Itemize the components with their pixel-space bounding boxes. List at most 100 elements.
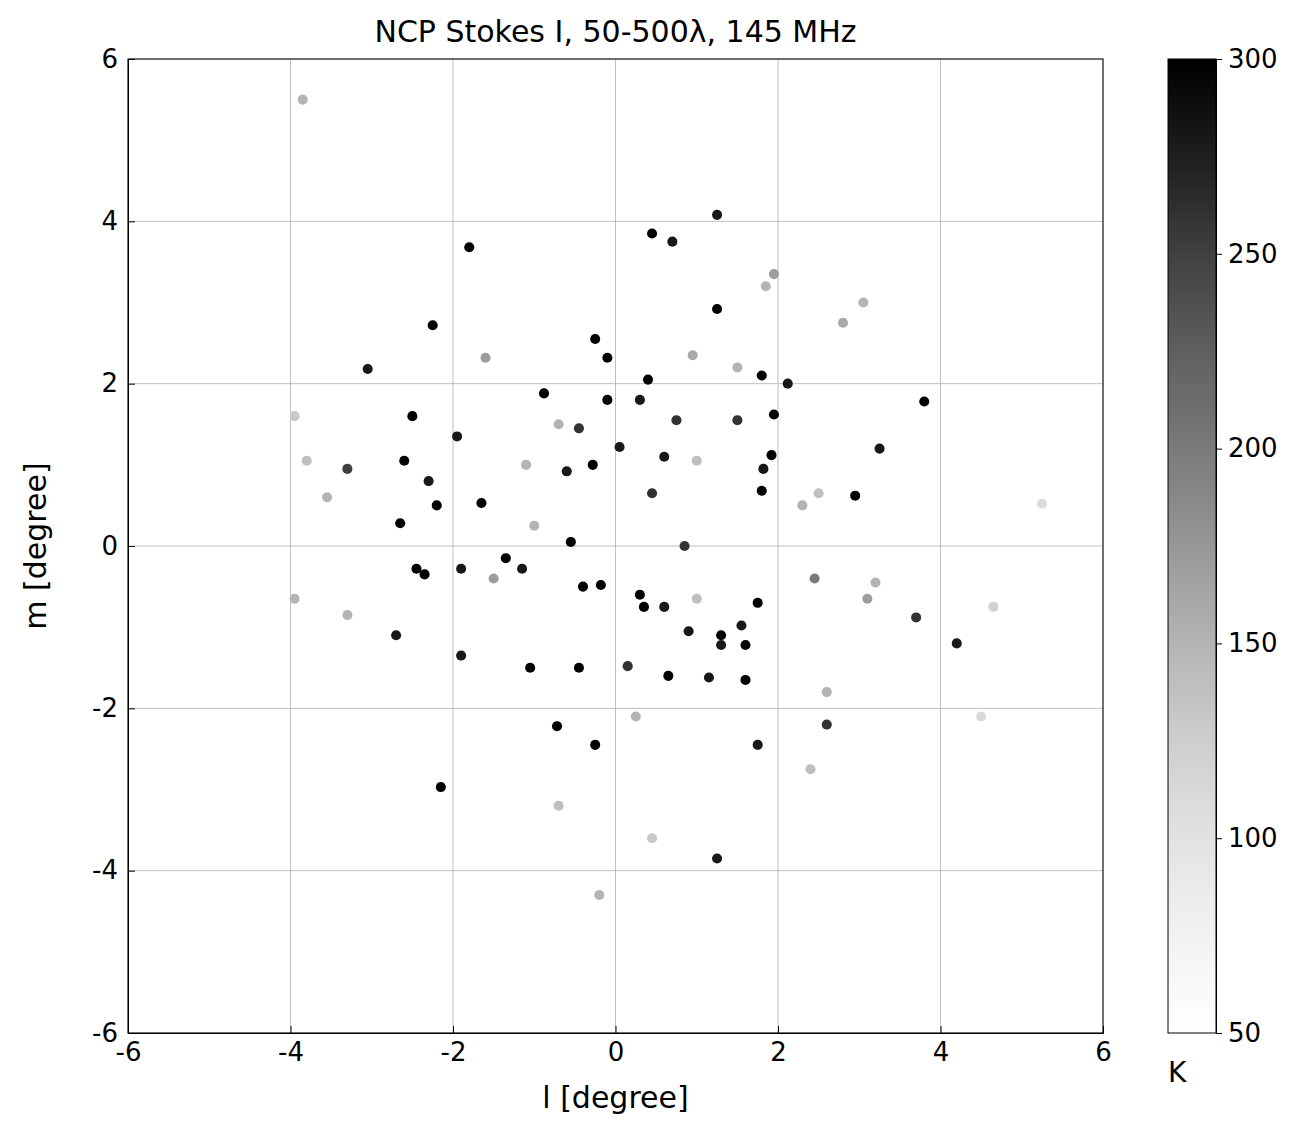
tick: 4: [101, 206, 135, 236]
tick: 2: [770, 1026, 787, 1067]
source: [464, 242, 474, 252]
source: [769, 409, 779, 419]
source: [692, 594, 702, 604]
tick-label: 0: [101, 531, 118, 561]
source: [911, 612, 921, 622]
chart: NCP Stokes I, 50-500λ, 145 MHz -6 -4 -2 0 2 4 6…: [0, 0, 1305, 1122]
source: [554, 801, 564, 811]
tick-mark: [778, 1026, 779, 1033]
source: [783, 379, 793, 389]
tick-mark: [1216, 643, 1222, 644]
source: [667, 237, 677, 247]
source: [663, 671, 673, 681]
source: [753, 740, 763, 750]
source: [554, 419, 564, 429]
tick-label: 6: [101, 44, 118, 74]
source: [574, 663, 584, 673]
tick-mark: [128, 546, 135, 547]
tick-mark: [1216, 254, 1222, 255]
tick: -4: [92, 855, 135, 885]
source: [647, 833, 657, 843]
source: [602, 353, 612, 363]
source: [594, 890, 604, 900]
tick-mark: [1216, 59, 1222, 60]
source: [757, 486, 767, 496]
tick: 300: [1216, 44, 1278, 74]
colorbar-label: K: [1168, 1056, 1187, 1089]
source: [769, 269, 779, 279]
source: [480, 353, 490, 363]
source: [647, 488, 657, 498]
tick-label: 50: [1228, 1018, 1261, 1048]
x-axis-title: l [degree]: [542, 1080, 688, 1115]
source: [342, 464, 352, 474]
source: [671, 415, 681, 425]
source: [290, 411, 300, 421]
source: [590, 740, 600, 750]
source: [850, 491, 860, 501]
source: [623, 661, 633, 671]
source: [420, 569, 430, 579]
grid-line-y: [128, 383, 1103, 384]
source: [766, 450, 776, 460]
title: NCP Stokes I, 50-500λ, 145 MHz: [374, 14, 856, 49]
tick-label: 300: [1228, 44, 1278, 74]
source: [635, 395, 645, 405]
tick-mark: [128, 384, 135, 385]
source: [407, 411, 417, 421]
source: [342, 610, 352, 620]
axis-line: [129, 60, 136, 1034]
tick: 4: [933, 1026, 950, 1067]
source: [712, 210, 722, 220]
source: [688, 350, 698, 360]
source: [322, 492, 332, 502]
source: [562, 466, 572, 476]
source: [501, 553, 511, 563]
source: [740, 675, 750, 685]
tick: 0: [608, 1026, 625, 1067]
source: [732, 415, 742, 425]
source: [529, 521, 539, 531]
source: [298, 95, 308, 105]
source: [590, 334, 600, 344]
source: [659, 602, 669, 612]
tick-mark: [1216, 838, 1222, 839]
points: [290, 95, 1048, 901]
source: [919, 396, 929, 406]
source: [615, 442, 625, 452]
tick: -4: [278, 1026, 304, 1067]
tick-label: -6: [116, 1037, 142, 1067]
source: [684, 626, 694, 636]
tick: -2: [92, 693, 135, 723]
tick-label: -6: [92, 1018, 118, 1048]
source: [736, 620, 746, 630]
tick-label: -4: [92, 855, 118, 885]
source: [456, 564, 466, 574]
source: [1037, 499, 1047, 509]
source: [862, 594, 872, 604]
source: [363, 364, 373, 374]
source: [596, 580, 606, 590]
source: [452, 431, 462, 441]
source: [399, 456, 409, 466]
source: [525, 663, 535, 673]
source: [566, 537, 576, 547]
source: [976, 711, 986, 721]
tick-label: -2: [441, 1037, 467, 1067]
source: [588, 460, 598, 470]
source: [428, 320, 438, 330]
tick-mark: [453, 1026, 454, 1033]
tick: -2: [441, 1026, 467, 1067]
grid-line-y: [128, 546, 1103, 547]
tick-label: 200: [1228, 433, 1278, 463]
tick-label: -4: [278, 1037, 304, 1067]
source: [680, 541, 690, 551]
source: [476, 498, 486, 508]
source: [411, 564, 421, 574]
source: [574, 423, 584, 433]
grid-line-y: [128, 221, 1103, 222]
source: [814, 488, 824, 498]
source: [436, 782, 446, 792]
source: [758, 464, 768, 474]
source: [432, 500, 442, 510]
